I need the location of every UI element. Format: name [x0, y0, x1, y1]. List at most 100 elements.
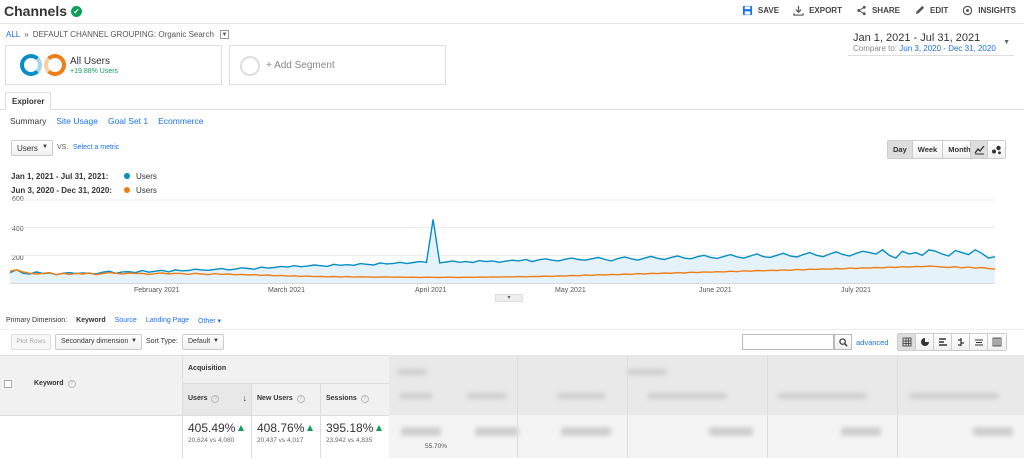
- chevron-down-icon: ▼: [1003, 39, 1010, 46]
- page-title: Channels ✓: [4, 3, 83, 19]
- metric-select[interactable]: Users ▼: [11, 140, 53, 156]
- divider: [0, 329, 1024, 330]
- metric-select-value: Users: [17, 144, 38, 153]
- bar-list-icon: [938, 338, 947, 346]
- subtab-goal-set-1[interactable]: Goal Set 1: [107, 116, 149, 126]
- subtab-summary[interactable]: Summary: [10, 116, 47, 126]
- select-metric-link[interactable]: Select a metric: [73, 144, 120, 151]
- acquisition-group-header: Acquisition: [182, 355, 389, 384]
- line-chart[interactable]: [10, 195, 995, 302]
- y-tick-label: 200: [12, 255, 24, 262]
- x-tick-label: May 2021: [555, 287, 586, 294]
- add-segment-ring-icon: [240, 56, 260, 76]
- share-button[interactable]: SHARE: [856, 5, 900, 16]
- view-data-button[interactable]: [898, 334, 916, 350]
- help-icon[interactable]: ?: [360, 395, 369, 403]
- subtab-ecommerce[interactable]: Ecommerce: [158, 116, 204, 126]
- segment-all-users[interactable]: All Users +19.88% Users: [5, 45, 222, 85]
- pivot-icon: [992, 337, 1002, 347]
- table-row-totals: [0, 415, 389, 458]
- edit-label: EDIT: [929, 6, 949, 15]
- insights-button[interactable]: INSIGHTS: [962, 5, 1016, 16]
- help-icon[interactable]: ?: [211, 395, 220, 403]
- keyword-header-label: Keyword: [34, 380, 64, 387]
- dimension-landing-page[interactable]: Landing Page: [145, 317, 190, 324]
- series-line-0: [10, 219, 995, 276]
- new-users-header-label: New Users: [257, 395, 293, 402]
- view-pivot-button[interactable]: [988, 334, 1006, 350]
- new-users-total-cell: 408.76% 20,437 vs 4,017: [251, 415, 320, 458]
- period-week-button[interactable]: Week: [912, 141, 944, 158]
- view-percentage-button[interactable]: [916, 334, 934, 350]
- legend-period: Jan 1, 2021 - Jul 31, 2021:: [11, 171, 109, 181]
- date-range-picker[interactable]: Jan 1, 2021 - Jul 31, 2021 Compare to: J…: [848, 30, 1014, 56]
- page-title-text: Channels: [4, 3, 68, 19]
- sort-type-value: Default: [188, 338, 211, 345]
- view-comparison-button[interactable]: [952, 334, 970, 350]
- breadcrumb: ALL » DEFAULT CHANNEL GROUPING: Organic …: [6, 30, 229, 39]
- subtab-site-usage[interactable]: Site Usage: [56, 116, 98, 126]
- sessions-total-pct: 395.18%: [326, 421, 384, 435]
- secondary-dimension-label: Secondary dimension: [61, 338, 129, 345]
- grouping-dropdown-icon[interactable]: ▼: [219, 30, 229, 39]
- search-button[interactable]: [834, 334, 852, 350]
- legend-dot-icon: [124, 173, 130, 179]
- line-chart-button[interactable]: [971, 141, 988, 158]
- dimension-keyword[interactable]: Keyword: [76, 317, 106, 324]
- share-label: SHARE: [871, 6, 900, 15]
- chart-resize-handle[interactable]: ▾: [495, 294, 523, 302]
- sort-type-select[interactable]: Default ▼: [182, 334, 224, 350]
- legend-series-name: Users: [136, 185, 157, 195]
- footer-percentage: 55.70%: [425, 443, 448, 450]
- edit-button[interactable]: EDIT: [914, 5, 948, 16]
- breadcrumb-grouping: DEFAULT CHANNEL GROUPING: Organic Search: [32, 30, 214, 39]
- share-icon: [857, 5, 866, 16]
- secondary-dimension-select[interactable]: Secondary dimension ▼: [55, 334, 142, 350]
- vs-label: VS.: [57, 144, 69, 151]
- view-performance-button[interactable]: [934, 334, 952, 350]
- help-icon[interactable]: ?: [67, 380, 76, 388]
- x-tick-label: April 2021: [415, 287, 447, 294]
- help-icon[interactable]: ?: [296, 395, 305, 403]
- table-view-toggle: [897, 333, 1007, 351]
- blurred-columns: [389, 355, 1024, 458]
- dimension-source[interactable]: Source: [114, 317, 137, 324]
- advanced-filter-link[interactable]: advanced: [856, 338, 889, 347]
- primary-dimension: Primary Dimension: Keyword Source Landin…: [6, 317, 221, 325]
- dimension-other[interactable]: Other ▾: [198, 318, 222, 325]
- new-users-column-header[interactable]: New Users?: [251, 384, 320, 415]
- legend-row: Jun 3, 2020 - Dec 31, 2020: Users: [11, 183, 157, 197]
- sessions-column-header[interactable]: Sessions?: [320, 384, 389, 415]
- motion-chart-button[interactable]: [988, 141, 1005, 158]
- keyword-column-header[interactable]: Keyword?: [34, 380, 76, 388]
- y-tick-label: 400: [12, 226, 24, 233]
- users-total-pct: 405.49%: [188, 421, 246, 435]
- series-line-1: [10, 265, 995, 279]
- period-day-button[interactable]: Day: [888, 141, 913, 158]
- save-icon: [742, 5, 752, 16]
- compare-label: Compare to:: [853, 44, 898, 53]
- breadcrumb-all-link[interactable]: ALL: [6, 30, 21, 39]
- new-users-pct-value: 408.76%: [257, 421, 305, 435]
- chevron-down-icon: ▼: [42, 144, 48, 150]
- table-search-input[interactable]: [742, 334, 834, 350]
- plot-rows-button[interactable]: Plot Rows: [11, 334, 51, 350]
- period-month-button[interactable]: Month: [943, 141, 976, 158]
- verified-check-icon: ✓: [71, 5, 83, 17]
- tab-explorer[interactable]: Explorer: [5, 92, 52, 110]
- search-icon: [838, 337, 848, 347]
- arrow-up-icon: [307, 425, 314, 431]
- sessions-total-cell: 395.18% 23,942 vs 4,835: [320, 415, 389, 458]
- export-button[interactable]: EXPORT: [793, 5, 842, 16]
- save-label: SAVE: [757, 6, 780, 15]
- line-chart-icon: [973, 145, 985, 155]
- view-term-cloud-button[interactable]: [970, 334, 988, 350]
- select-all-checkbox[interactable]: [4, 380, 12, 388]
- report-actions: SAVE EXPORT SHARE EDIT INSIGHTS: [742, 5, 1016, 16]
- save-button[interactable]: SAVE: [742, 5, 779, 16]
- users-total-sub: 20,624 vs 4,080: [188, 437, 235, 444]
- users-total-cell: 405.49% 20,624 vs 4,080: [182, 415, 251, 458]
- chart-legend: Jan 1, 2021 - Jul 31, 2021: Users Jun 3,…: [11, 169, 157, 197]
- users-column-header[interactable]: Users? ↓: [182, 384, 251, 415]
- add-segment-button[interactable]: + Add Segment: [229, 45, 446, 85]
